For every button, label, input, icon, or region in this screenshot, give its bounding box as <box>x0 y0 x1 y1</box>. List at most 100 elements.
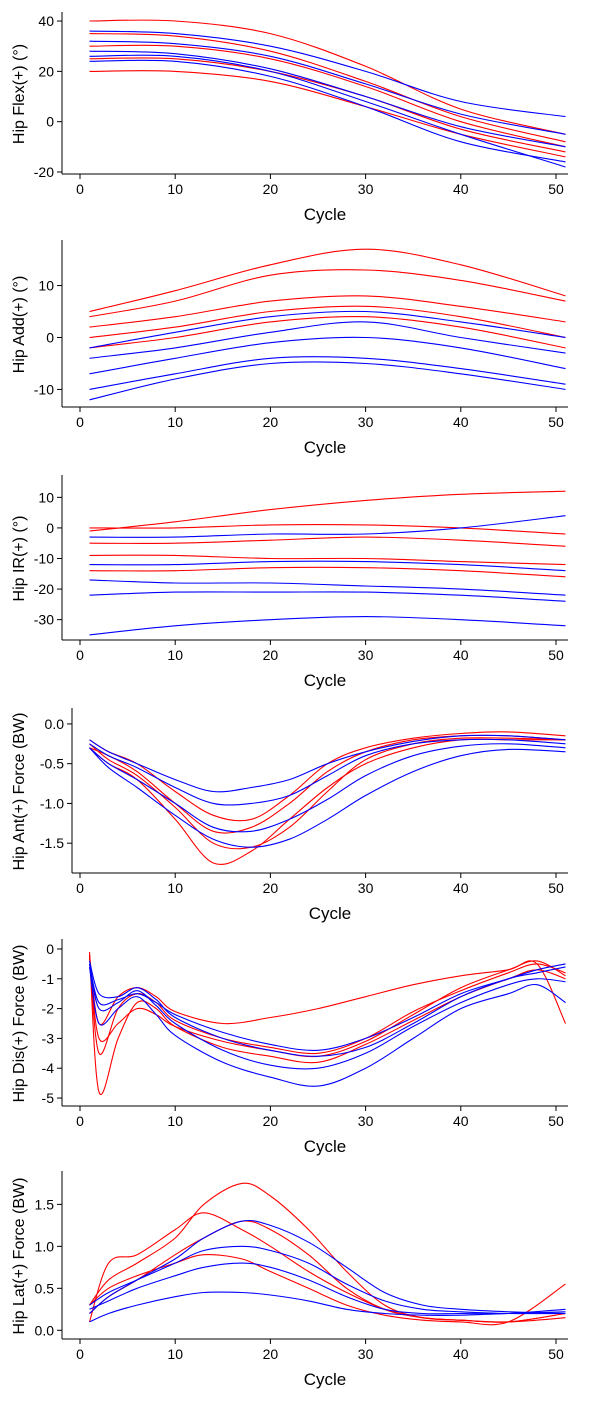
series-line-blue-10 <box>89 361 566 401</box>
x-tick-label: 30 <box>358 1346 374 1362</box>
series-line-red-3 <box>89 1254 566 1326</box>
series-line-blue-6 <box>89 310 566 349</box>
chart-panel-3: 0 10 20 30 40 50 10 0 -10 -20 -30 Cycle Hip IR(+) (°… <box>0 466 600 699</box>
chart-svg: 0 10 20 30 40 50 40 20 0 -20 Cycle Hip Flex(+) (°) <box>11 12 568 224</box>
x-tick-label: 40 <box>453 1113 469 1129</box>
y-tick-label: -5 <box>42 1090 55 1106</box>
series-line-blue-8 <box>89 734 566 793</box>
y-axis-title: Hip IR(+) (°) <box>11 516 28 602</box>
series-line-blue-8 <box>89 50 566 148</box>
x-tick-label: 30 <box>358 880 374 896</box>
series-line-blue-8 <box>89 1245 566 1315</box>
series-line-blue-7 <box>89 1291 566 1323</box>
y-tick-label: -2 <box>42 1001 55 1017</box>
y-tick-label: 0.5 <box>35 1280 55 1296</box>
y-axis-title: Hip Lat(+) Force (BW) <box>11 1178 28 1335</box>
chart-svg: 0 10 20 30 40 50 1.5 1.0 0.5 0.0 Cycle Hip Lat(+) F… <box>11 1171 568 1389</box>
series-line-blue-7 <box>89 560 566 572</box>
series-line-blue-6 <box>89 743 566 833</box>
series-line-blue-6 <box>89 1262 566 1315</box>
y-tick-label: 0.0 <box>35 1322 55 1338</box>
y-tick-label: 10 <box>38 489 54 505</box>
y-tick-label: 0.0 <box>45 716 65 732</box>
chart-panel-5: 0 10 20 30 40 50 0 -1 -2 -3 -4 -5 Cycle Hip Dis(+) Fo… <box>0 932 600 1165</box>
series-line-red-2 <box>88 951 566 1096</box>
x-tick-label: 50 <box>548 414 564 430</box>
y-axis-title: Hip Flex(+) (°) <box>11 44 28 144</box>
series-line-blue-8 <box>88 963 566 1052</box>
y-tick-label: -10 <box>34 381 54 397</box>
y-axis-title: Hip Add(+) (°) <box>11 276 28 374</box>
x-tick-label: 30 <box>358 1113 374 1129</box>
x-tick-label: 40 <box>453 181 469 197</box>
chart-svg: 0 10 20 30 40 50 10 0 -10 Cycle Hip Add(+) (°) <box>11 240 568 457</box>
y-tick-label: 10 <box>38 278 54 294</box>
y-tick-label: 0 <box>46 941 54 957</box>
series-line-red-1 <box>89 490 566 532</box>
series-line-blue-5 <box>88 963 566 1070</box>
x-tick-label: 30 <box>358 647 374 663</box>
y-tick-label: -1.0 <box>40 795 64 811</box>
x-axis-title: Cycle <box>304 1370 347 1389</box>
series-line-red-5 <box>89 70 566 158</box>
series-line-blue-9 <box>89 356 566 390</box>
x-tick-label: 20 <box>263 414 279 430</box>
x-tick-label: 0 <box>76 414 84 430</box>
series-line-red-4 <box>88 1212 566 1323</box>
x-tick-label: 10 <box>167 1346 183 1362</box>
y-tick-label: 0 <box>46 114 54 130</box>
y-tick-label: -3 <box>42 1030 55 1046</box>
y-tick-label: -4 <box>42 1060 55 1076</box>
chart-panel-6: 0 10 20 30 40 50 1.5 1.0 0.5 0.0 Cycle Hip Lat(+) F… <box>0 1165 600 1400</box>
series-line-red-3 <box>89 731 566 822</box>
chart-panel-4: 0 10 20 30 40 50 0.0 -0.5 -1.0 -1.5 Cycle Hip Ant(+… <box>0 699 600 932</box>
chart-svg: 0 10 20 30 40 50 0 -1 -2 -3 -4 -5 Cycle Hip Dis(+) Fo… <box>11 939 568 1156</box>
y-tick-label: -30 <box>34 612 54 628</box>
y-tick-label: -20 <box>34 581 54 597</box>
series-line-red-2 <box>89 1220 566 1323</box>
x-axis-title: Cycle <box>304 1137 347 1156</box>
x-tick-label: 30 <box>358 414 374 430</box>
y-tick-label: 0 <box>46 329 54 345</box>
series-line-blue-10 <box>89 616 566 636</box>
series-line-red-4 <box>89 305 566 339</box>
x-tick-label: 20 <box>263 647 279 663</box>
x-tick-label: 0 <box>76 1113 84 1129</box>
x-axis-title: Cycle <box>304 205 347 224</box>
y-tick-label: 1.0 <box>35 1238 55 1254</box>
y-tick-label: 20 <box>38 63 54 79</box>
series-line-blue-8 <box>89 579 566 596</box>
series-line-red-5 <box>89 315 566 349</box>
x-tick-label: 40 <box>453 880 469 896</box>
y-tick-label: -10 <box>34 551 54 567</box>
y-tick-label: 0 <box>46 520 54 536</box>
x-tick-label: 10 <box>167 1113 183 1129</box>
series-line-blue-6 <box>89 515 566 538</box>
series-line-red-4 <box>89 554 566 566</box>
x-tick-label: 0 <box>76 880 84 896</box>
x-tick-label: 50 <box>548 647 564 663</box>
series-line-blue-9 <box>89 591 566 602</box>
series-line-blue-7 <box>89 321 566 359</box>
y-axis-title: Hip Ant(+) Force (BW) <box>11 713 28 871</box>
x-tick-label: 0 <box>76 647 84 663</box>
y-tick-label: 1.5 <box>35 1196 55 1212</box>
x-tick-label: 10 <box>167 414 183 430</box>
x-tick-label: 50 <box>548 1346 564 1362</box>
series-line-blue-10 <box>89 54 566 168</box>
x-axis-title: Cycle <box>304 438 347 457</box>
y-tick-label: -0.5 <box>40 756 64 772</box>
series-line-red-4 <box>89 737 566 850</box>
x-tick-label: 50 <box>548 1113 564 1129</box>
y-tick-label: -20 <box>34 164 54 180</box>
series-line-red-5 <box>89 566 566 578</box>
x-tick-label: 40 <box>453 414 469 430</box>
series-line-red-3 <box>89 44 566 148</box>
chart-panel-2: 0 10 20 30 40 50 10 0 -10 Cycle Hip Add(+) (°) <box>0 233 600 466</box>
x-tick-label: 40 <box>453 1346 469 1362</box>
series-line-red-1 <box>89 19 566 135</box>
series-line-red-2 <box>89 33 566 143</box>
series-line-red-4 <box>89 57 566 153</box>
series-line-red-3 <box>89 295 566 328</box>
series-line-blue-7 <box>88 966 566 1087</box>
